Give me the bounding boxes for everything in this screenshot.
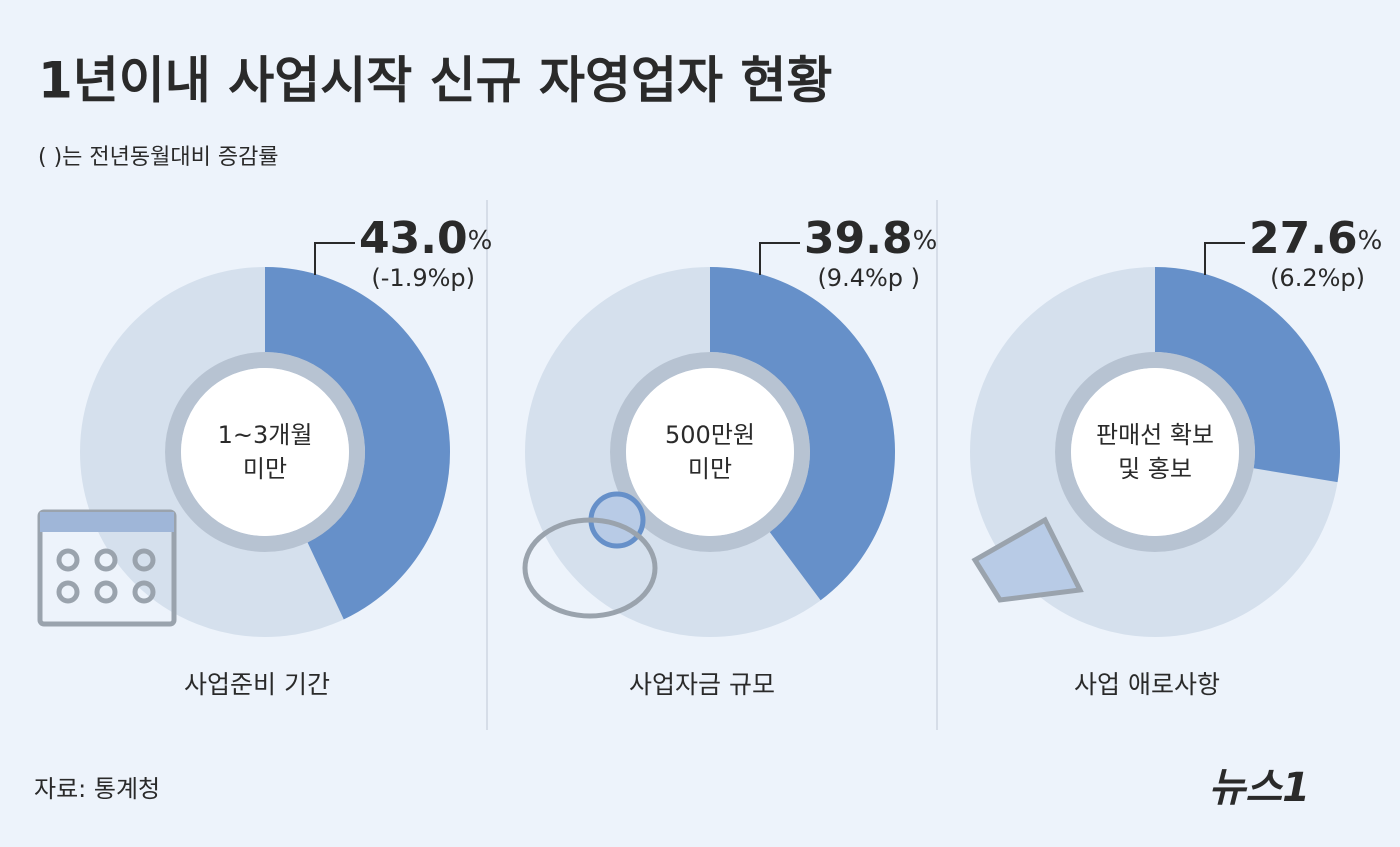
center-label: 미만	[688, 455, 732, 483]
leader-line	[759, 242, 800, 275]
inner-disc	[181, 368, 349, 536]
piggy-icon	[522, 517, 658, 619]
inner-ring	[610, 352, 810, 552]
logo-group: 뉴스1	[1209, 765, 1310, 811]
center-label: 500만원	[665, 421, 755, 449]
change-label: (6.2%p)	[1270, 264, 1365, 292]
leader-line	[1204, 242, 1245, 275]
inner-disc	[1071, 368, 1239, 536]
calendar-dot	[56, 548, 80, 572]
value-unit: %	[468, 226, 493, 256]
chart-label: 사업자금 규모	[629, 670, 775, 699]
value-unit: %	[913, 226, 938, 256]
title: 1년이내 사업시작 신규 자영업자 현황	[38, 52, 832, 110]
inner-disc	[626, 368, 794, 536]
center-label: 및 홍보	[1118, 455, 1192, 483]
calendar-dot	[94, 580, 118, 604]
subtitle: ( )는 전년동월대비 증감률	[38, 145, 279, 170]
calendar-dot	[56, 580, 80, 604]
donut-slice	[265, 267, 450, 620]
change-label: (9.4%p )	[817, 264, 920, 292]
calendar-dot	[132, 580, 156, 604]
center-label: 1~3개월	[218, 421, 313, 449]
value-unit: %	[1358, 226, 1383, 256]
donut-slice	[710, 267, 895, 601]
donut-slice	[1155, 267, 1340, 483]
value-number: 39.8	[804, 213, 913, 264]
value-label: 43.0%	[359, 213, 492, 264]
inner-ring	[165, 352, 365, 552]
value-number: 43.0	[359, 213, 468, 264]
chart-label: 사업 애로사항	[1074, 670, 1220, 699]
center-label: 판매선 확보	[1096, 421, 1214, 449]
value-label: 27.6%	[1249, 213, 1382, 264]
calendar-band	[40, 512, 174, 532]
source: 자료: 통계청	[34, 775, 160, 803]
change-label: (-1.9%p)	[371, 264, 475, 292]
value-number: 27.6	[1249, 213, 1358, 264]
center-label: 미만	[243, 455, 287, 483]
value-label: 39.8%	[804, 213, 937, 264]
chart-label: 사업준비 기간	[184, 670, 330, 699]
calendar-dot	[94, 548, 118, 572]
inner-ring	[1055, 352, 1255, 552]
calendar-dot	[132, 548, 156, 572]
logo: 뉴스1	[1209, 765, 1310, 811]
leader-line	[314, 242, 355, 275]
megaphone-icon	[971, 516, 1084, 603]
